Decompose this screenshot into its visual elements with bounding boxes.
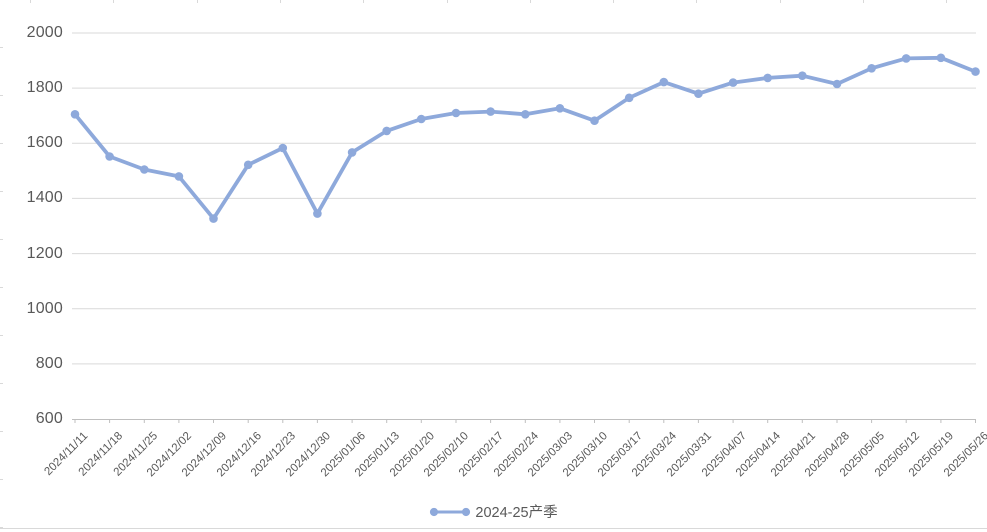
data-point-marker [590, 116, 599, 125]
crop-artifact-left-tick [0, 95, 3, 96]
crop-artifact-left-tick [0, 431, 3, 432]
crop-artifact-top-tick [946, 0, 947, 3]
y-axis-tick-label: 800 [35, 354, 63, 372]
crop-artifact-left-tick [0, 383, 3, 384]
data-point-marker [659, 77, 669, 87]
crop-artifact-top-tick [447, 0, 448, 3]
y-axis-tick-label: 1600 [26, 134, 63, 152]
legend-line-marker-icon [430, 507, 471, 516]
data-point-marker [555, 104, 565, 113]
data-point-marker [105, 152, 114, 161]
crop-artifact-left-tick [0, 143, 3, 144]
data-point-marker [70, 110, 80, 119]
crop-artifact-top-tick [613, 0, 614, 3]
crop-artifact-left-tick [0, 479, 3, 480]
data-point-marker [901, 54, 911, 63]
crop-artifact-left-tick [0, 239, 3, 240]
data-point-marker [140, 165, 149, 174]
data-point-marker [417, 114, 426, 124]
data-point-marker [798, 71, 807, 80]
y-axis-tick-label: 2000 [26, 24, 63, 41]
data-point-marker [451, 108, 461, 118]
data-point-marker [694, 89, 703, 98]
bottom-divider [0, 528, 987, 529]
legend: 2024-25产季 [0, 501, 987, 522]
data-point-marker [347, 148, 357, 157]
data-point-marker [624, 93, 634, 103]
data-point-marker [867, 64, 876, 73]
data-point-marker [243, 160, 253, 170]
data-point-marker [763, 73, 772, 83]
crop-artifact-left-tick [0, 335, 3, 336]
y-axis-tick-label: 1800 [26, 79, 63, 97]
data-point-marker [728, 78, 738, 87]
legend-label: 2024-25产季 [475, 505, 558, 521]
crop-artifact-top-tick [863, 0, 864, 3]
y-axis-tick-label: 1000 [26, 299, 63, 317]
y-axis-tick-label: 1400 [26, 189, 63, 207]
y-axis-tick-label: 600 [35, 410, 63, 427]
y-axis-tick-label: 1200 [26, 244, 63, 262]
data-point-marker [936, 53, 946, 63]
crop-artifact-top-tick [113, 0, 114, 3]
crop-artifact-top-tick [280, 0, 281, 3]
crop-artifact-top-tick [197, 0, 198, 3]
crop-artifact-top-tick [780, 0, 781, 3]
crop-artifact-top-tick [363, 0, 364, 3]
data-point-marker [486, 107, 495, 116]
data-point-marker [278, 143, 288, 153]
data-point-marker [521, 110, 530, 119]
crop-artifact-top-tick [530, 0, 531, 3]
data-point-marker [971, 67, 980, 76]
crop-artifact-left-tick [0, 191, 3, 192]
data-point-marker [832, 79, 842, 89]
data-point-marker [313, 209, 322, 218]
data-point-marker [209, 214, 218, 223]
data-point-marker [382, 126, 392, 136]
data-point-marker [174, 172, 184, 181]
crop-artifact-top-tick [30, 0, 31, 3]
crop-artifact-top-tick [696, 0, 697, 3]
crop-artifact-left-tick [0, 47, 3, 48]
crop-artifact-left-tick [0, 287, 3, 288]
crop-artifact-left-tick [0, 527, 3, 528]
